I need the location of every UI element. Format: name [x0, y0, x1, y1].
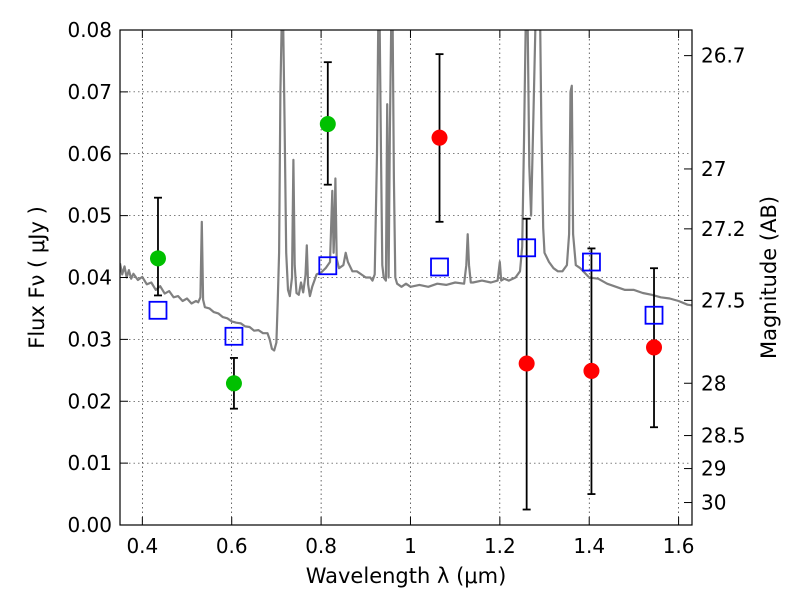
measurement-point: [319, 116, 336, 133]
y-tick-label: 0.03: [67, 327, 112, 351]
model-point: [224, 326, 244, 346]
measurement-point: [149, 250, 166, 267]
y-axis-label: Flux Fν ( μJy ): [25, 206, 49, 349]
x-axis-label: Wavelength λ (μm): [306, 564, 507, 588]
measurement-point: [646, 339, 663, 356]
measurement-point: [225, 375, 242, 392]
y-tick-label: 0.06: [67, 142, 112, 166]
measurement-point: [583, 362, 600, 379]
x-tick-label: 0.6: [216, 534, 248, 558]
x-tick-label: 0.4: [126, 534, 158, 558]
x-tick-label: 0.8: [305, 534, 337, 558]
grid: [120, 30, 692, 525]
x-tick-label: 1: [404, 534, 417, 558]
measurement-point: [518, 355, 535, 372]
spectrum-layer: [120, 30, 692, 352]
right-axis-tick-label: 27: [701, 157, 726, 181]
right-axis-tick-label: 27.5: [701, 288, 746, 312]
right-axis-tick-label: 28.5: [701, 424, 746, 448]
y-tick-label: 0.01: [67, 451, 112, 475]
right-axis-tick-label: 27.2: [701, 217, 746, 241]
y-tick-label: 0.07: [67, 80, 112, 104]
marker-layer: [148, 116, 664, 392]
model-point: [517, 238, 537, 258]
right-axis-tick-label: 28: [701, 371, 726, 395]
y-tick-label: 0.02: [67, 389, 112, 413]
right-axis-tick-label: 30: [701, 491, 726, 515]
y-tick-label: 0.05: [67, 204, 112, 228]
model-point: [318, 256, 338, 276]
model-point: [582, 252, 601, 272]
right-axis-label: Magnitude (AB): [757, 196, 781, 359]
model-point: [430, 257, 449, 277]
y-tick-label: 0.08: [67, 18, 112, 42]
model-point: [148, 300, 168, 320]
tick-label-layer: 0.4 0.6 0.8 1 1.2 1.4 1.6 0.00 0.01 0.02 0.03 0.04 0…: [67, 18, 745, 558]
right-axis-tick-label: 26.7: [701, 44, 746, 68]
x-tick-label: 1.4: [573, 534, 605, 558]
x-tick-label: 1.6: [663, 534, 695, 558]
measurement-point: [431, 129, 448, 146]
right-axis-tick-label: 29: [701, 457, 726, 481]
y-tick-label: 0.04: [67, 266, 112, 290]
spectrum-line: [120, 30, 692, 352]
tick-layer: [120, 29, 692, 526]
y-tick-label: 0.00: [67, 513, 112, 537]
model-point: [644, 305, 664, 325]
x-tick-label: 1.2: [484, 534, 516, 558]
errorbar-layer: [153, 53, 659, 511]
